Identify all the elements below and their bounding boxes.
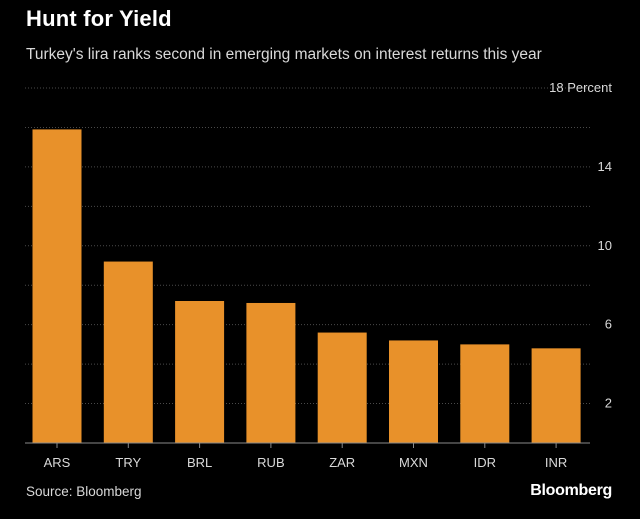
bloomberg-logo: Bloomberg — [530, 482, 612, 499]
bar-try — [103, 261, 153, 443]
x-tick-label-inr: INR — [545, 455, 567, 470]
y-tick-label-10: 10 — [598, 238, 612, 253]
y-tick-label-6: 6 — [605, 317, 612, 332]
gridlines — [25, 87, 590, 405]
x-tick-label-zar: ZAR — [329, 455, 355, 470]
bar-rub — [246, 302, 296, 443]
bar-brl — [175, 301, 225, 443]
x-tick-label-mxn: MXN — [399, 455, 428, 470]
x-tick-label-brl: BRL — [187, 455, 212, 470]
y-unit-label: 18 Percent — [549, 80, 612, 95]
y-tick-label-2: 2 — [605, 396, 612, 411]
bar-mxn — [389, 340, 438, 443]
source-note: Source: Bloomberg — [26, 484, 142, 499]
bar-inr — [531, 348, 581, 443]
bar-ars — [32, 129, 82, 443]
x-tick-label-ars: ARS — [44, 455, 71, 470]
bar-idr — [460, 344, 510, 443]
x-tick-label-rub: RUB — [257, 455, 284, 470]
y-tick-label-14: 14 — [598, 159, 612, 174]
chart-title: Hunt for Yield — [26, 6, 172, 31]
bars — [32, 129, 581, 443]
axis-labels: 2 6 10 14 18 Percent ARS TRY BRL RUB ZAR MXN IDR INR — [44, 80, 613, 470]
x-tick-label-idr: IDR — [474, 455, 496, 470]
axes — [25, 442, 590, 448]
x-tick-label-try: TRY — [115, 455, 141, 470]
chart-subtitle: Turkey's lira ranks second in emerging m… — [26, 46, 542, 63]
bar-zar — [317, 332, 367, 443]
